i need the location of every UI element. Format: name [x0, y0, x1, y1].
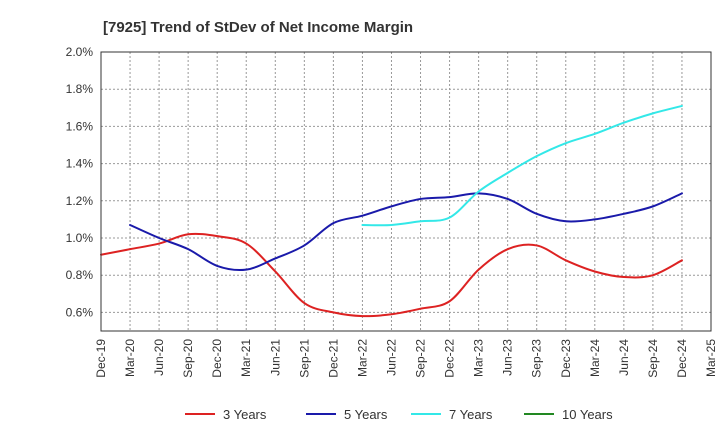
x-tick-label: Dec-24: [675, 339, 689, 378]
plot-frame: [100, 51, 712, 332]
legend-label-5-years: 5 Years: [344, 407, 388, 422]
x-tick-label: Dec-21: [326, 339, 340, 378]
x-tick-label: Mar-22: [355, 339, 369, 377]
x-tick-label: Sep-21: [297, 339, 311, 378]
series-lines: [100, 104, 683, 318]
y-tick-label: 1.2%: [66, 194, 94, 208]
legend-label-7-years: 7 Years: [449, 407, 493, 422]
chart-title: [7925] Trend of StDev of Net Income Marg…: [103, 19, 413, 36]
x-tick-label: Mar-21: [239, 339, 253, 377]
x-tick-label: Sep-20: [181, 339, 195, 378]
x-tick-label: Mar-24: [588, 339, 602, 377]
x-tick-label: Jun-21: [268, 339, 282, 376]
x-axis-ticks: Dec-19 Mar-20 Jun-20 Sep-20 Dec-20 Mar-21 Jun-…: [94, 339, 718, 378]
legend-label-3-years: 3 Years: [223, 407, 267, 422]
x-tick-label: Mar-25: [704, 339, 718, 377]
y-tick-label: 2.0%: [66, 45, 94, 59]
y-tick-label: 1.6%: [66, 119, 94, 133]
x-tick-label: Sep-22: [414, 339, 428, 378]
y-tick-label: 1.0%: [66, 231, 94, 245]
x-tick-label: Jun-22: [384, 339, 398, 376]
y-tick-label: 0.6%: [66, 305, 94, 319]
legend-label-10-years: 10 Years: [562, 407, 613, 422]
x-tick-label: Sep-24: [646, 339, 660, 378]
grid: [101, 52, 711, 331]
x-tick-label: Jun-20: [152, 339, 166, 376]
series-line-5-years: [129, 192, 683, 272]
legend: 3 Years 5 Years 7 Years 10 Years: [185, 407, 613, 422]
x-tick-label: Dec-22: [443, 339, 457, 378]
series-line-7-years: [361, 104, 683, 227]
x-tick-label: Sep-23: [530, 339, 544, 378]
series-line-3-years: [100, 232, 683, 318]
x-tick-label: Dec-23: [559, 339, 573, 378]
y-tick-label: 1.8%: [66, 82, 94, 96]
x-tick-label: Jun-24: [617, 339, 631, 376]
x-tick-label: Dec-19: [94, 339, 108, 378]
x-tick-label: Dec-20: [210, 339, 224, 378]
x-tick-label: Mar-20: [123, 339, 137, 377]
y-axis-ticks: 0.6% 0.8% 1.0% 1.2% 1.4% 1.6% 1.8% 2.0%: [66, 45, 94, 319]
y-tick-label: 0.8%: [66, 268, 94, 282]
x-tick-label: Mar-23: [472, 339, 486, 377]
y-tick-label: 1.4%: [66, 157, 94, 171]
x-tick-label: Jun-23: [501, 339, 515, 376]
